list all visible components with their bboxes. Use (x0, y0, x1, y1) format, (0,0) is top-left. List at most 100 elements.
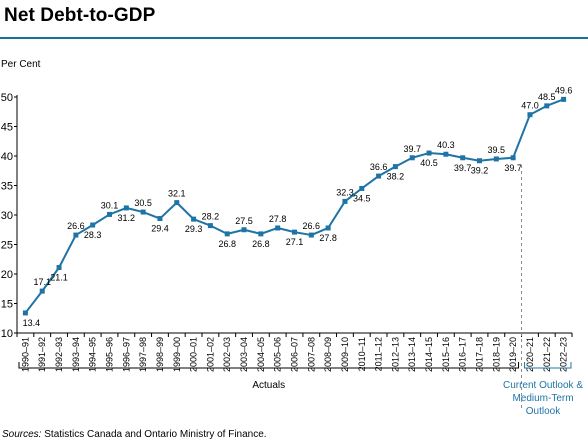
x-tick-label: 2005–06 (273, 337, 283, 372)
outlook-bracket (524, 362, 572, 369)
x-tick-label: 2014–15 (424, 337, 434, 372)
x-tick-label: 2020–21 (525, 337, 535, 372)
x-tick-label: 2008–09 (323, 337, 333, 372)
outlook-label-line: Outlook (526, 406, 561, 417)
data-point-marker (561, 96, 567, 102)
data-label: 26.8 (218, 239, 236, 249)
data-label: 28.2 (202, 212, 220, 222)
data-point-marker (191, 216, 197, 222)
x-tick-label: 1997–98 (138, 337, 148, 372)
data-point-marker (376, 173, 382, 179)
data-point-marker (22, 310, 28, 316)
data-label: 30.5 (134, 198, 152, 208)
data-point-marker (90, 222, 96, 228)
data-label: 40.3 (437, 140, 455, 150)
data-point-marker (258, 231, 264, 237)
data-label: 47.0 (521, 101, 539, 111)
x-tick-label: 2011–12 (374, 337, 384, 371)
data-point-marker (207, 223, 213, 229)
y-tick-label: 25 (1, 240, 13, 252)
x-tick-label: 2009–10 (340, 337, 350, 372)
x-tick-label: 2022–23 (559, 337, 569, 372)
period-groups: Actuals Current Outlook & Medium-Term Outlo… (18, 165, 583, 417)
data-point-marker (140, 209, 146, 215)
y-tick-label: 50 (1, 92, 13, 104)
data-label: 49.6 (555, 85, 573, 95)
x-tick-label: 2015–16 (441, 337, 451, 372)
data-point-marker (157, 216, 163, 222)
actuals-bracket (18, 362, 520, 369)
data-point-marker (392, 164, 398, 170)
data-point-marker (73, 232, 79, 238)
x-tick-label: 2019–20 (508, 337, 518, 372)
data-point-marker (426, 150, 432, 156)
y-tick-label: 35 (1, 181, 13, 193)
outlook-label-line: Medium-Term (512, 393, 573, 404)
x-tick-label: 2018–19 (491, 337, 501, 372)
data-point-marker (308, 232, 314, 238)
data-label: 28.3 (84, 230, 102, 240)
data-label: 27.8 (269, 214, 287, 224)
title-rule (0, 37, 588, 39)
data-point-marker (477, 158, 482, 164)
x-tick-label: 2016–17 (458, 337, 468, 372)
data-point-marker (56, 265, 62, 271)
y-tick-label: 30 (1, 210, 13, 222)
x-tick-label: 2003–04 (239, 337, 249, 372)
outlook-label-line: Current Outlook & (503, 380, 583, 391)
x-tick-label: 2013–14 (407, 337, 417, 372)
y-axis-unit-label: Per Cent (1, 59, 41, 70)
data-label: 26.6 (303, 221, 321, 231)
x-tick-label: 1996–97 (121, 337, 131, 372)
data-point-marker (292, 229, 297, 235)
x-tick-label: 1994–95 (88, 337, 98, 372)
y-tick-label: 45 (1, 122, 13, 134)
x-tick-label: 1991–92 (37, 337, 47, 372)
x-tick-label: 2006–07 (290, 337, 300, 372)
data-point-marker (39, 288, 45, 294)
data-label: 39.5 (488, 145, 506, 155)
data-label: 27.8 (319, 233, 337, 243)
x-tick-label: 1998–99 (155, 337, 165, 372)
page-title: Net Debt-to-GDP (4, 5, 156, 26)
data-label: 32.1 (168, 189, 186, 199)
data-label: 29.3 (185, 224, 203, 234)
x-tick-label: 1990–91 (20, 337, 30, 372)
data-label: 48.5 (538, 92, 556, 102)
x-tick-label: 2002–03 (222, 337, 232, 372)
x-tick-label: 1993–94 (71, 337, 81, 372)
y-tick-label: 15 (1, 299, 13, 311)
x-tick-label: 2021–22 (542, 337, 552, 372)
data-point-marker (460, 155, 466, 161)
data-label: 27.1 (286, 237, 304, 247)
x-tick-label: 2010–11 (357, 337, 367, 371)
actuals-label: Actuals (252, 380, 285, 391)
data-label: 27.5 (235, 216, 253, 226)
data-label: 13.4 (23, 318, 41, 328)
y-tick-label: 20 (1, 269, 13, 281)
data-label: 39.7 (403, 144, 421, 154)
data-label: 39.7 (504, 163, 522, 173)
x-tick-label: 1992–93 (54, 337, 64, 372)
data-labels: 13.417.1 21.126.628.330.131.230.529.432.1… (23, 85, 573, 328)
data-point-marker (544, 103, 550, 109)
data-point-marker (325, 225, 331, 231)
x-tick-label: 1995–96 (105, 337, 115, 372)
series (22, 96, 567, 316)
x-tick-label: 2007–08 (306, 337, 316, 372)
data-point-marker (241, 227, 247, 233)
y-tick-label: 40 (1, 151, 13, 163)
data-point-marker (359, 185, 365, 191)
sources-label: Sources: (2, 429, 42, 440)
data-point-marker (107, 211, 112, 217)
data-point-marker (342, 198, 348, 204)
x-tick-label: 2012–13 (390, 337, 400, 372)
x-tick-label: 2000–01 (189, 337, 199, 372)
data-label: 39.2 (471, 166, 489, 176)
x-tick-label: 2017–18 (475, 337, 485, 372)
data-point-marker (123, 205, 129, 211)
data-point-marker (510, 155, 516, 161)
y-axis-ticks: 10 15 20 25 30 35 40 45 50 (1, 92, 17, 340)
axes (16, 95, 572, 334)
